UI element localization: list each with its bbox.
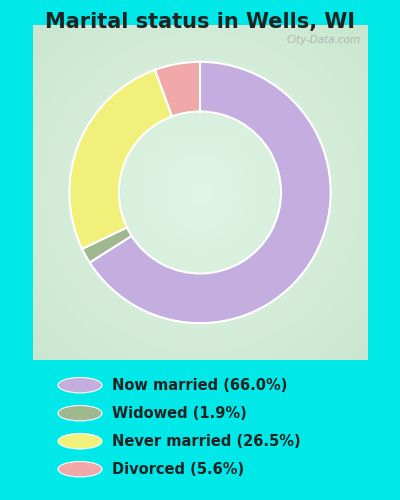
Wedge shape bbox=[90, 62, 331, 323]
Circle shape bbox=[58, 406, 102, 421]
Wedge shape bbox=[69, 70, 172, 249]
Circle shape bbox=[58, 434, 102, 449]
Circle shape bbox=[58, 462, 102, 477]
Wedge shape bbox=[82, 228, 132, 262]
Text: City-Data.com: City-Data.com bbox=[287, 35, 361, 45]
Text: Widowed (1.9%): Widowed (1.9%) bbox=[112, 406, 247, 420]
Text: Divorced (5.6%): Divorced (5.6%) bbox=[112, 462, 244, 476]
Wedge shape bbox=[155, 62, 200, 116]
Circle shape bbox=[58, 378, 102, 393]
Text: Never married (26.5%): Never married (26.5%) bbox=[112, 434, 301, 448]
Text: Now married (66.0%): Now married (66.0%) bbox=[112, 378, 287, 392]
Text: Marital status in Wells, WI: Marital status in Wells, WI bbox=[45, 12, 355, 32]
